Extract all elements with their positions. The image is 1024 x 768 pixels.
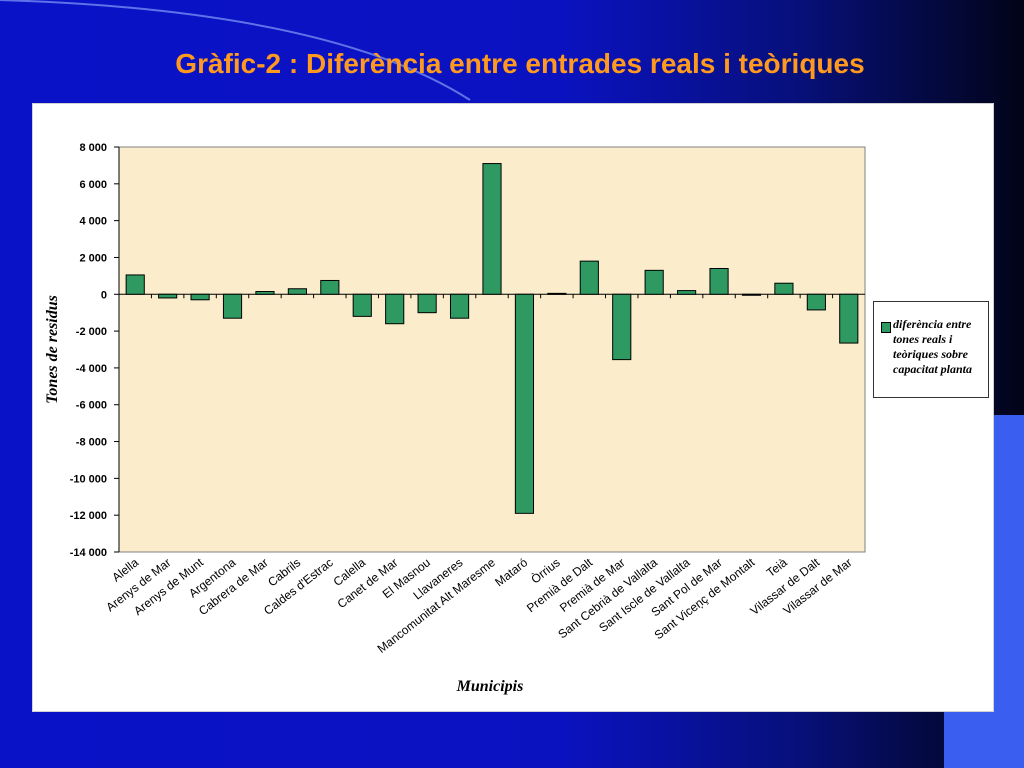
slide-title: Gràfic-2 : Diferència entre entrades rea… bbox=[175, 48, 865, 79]
x-tick-label: Mataró bbox=[492, 555, 530, 589]
bar bbox=[352, 293, 372, 317]
legend-label: diferència entre tones reals i teòriques… bbox=[893, 317, 972, 376]
bar bbox=[287, 288, 307, 295]
y-tick-label: 2 000 bbox=[79, 252, 107, 264]
bar bbox=[547, 292, 567, 295]
y-tick-label: 8 000 bbox=[79, 142, 107, 154]
bar bbox=[514, 293, 535, 514]
bar bbox=[385, 293, 405, 325]
x-axis-title: Municipis bbox=[456, 678, 524, 695]
y-tick-label: -14 000 bbox=[70, 547, 107, 559]
bar bbox=[709, 268, 729, 295]
bar bbox=[320, 279, 340, 295]
bar bbox=[417, 293, 437, 314]
y-axis-title: Tones de residus bbox=[44, 295, 61, 404]
y-tick-label: -10 000 bbox=[70, 473, 107, 485]
y-tick-label: -12 000 bbox=[70, 510, 107, 522]
bar bbox=[482, 163, 502, 295]
bar bbox=[579, 260, 599, 295]
bar bbox=[741, 293, 762, 296]
y-tick-label: 0 bbox=[101, 289, 107, 301]
bar bbox=[774, 282, 794, 295]
bar bbox=[125, 274, 145, 295]
chart-panel: 8 000 6 000 4 000 2 000 0 -2 000 -4 000 -6 000 -… bbox=[32, 103, 994, 712]
y-tick-label: -8 000 bbox=[76, 437, 107, 449]
y-tick-label: 4 000 bbox=[79, 216, 107, 228]
bar bbox=[644, 269, 664, 295]
y-tick-label: -2 000 bbox=[76, 326, 107, 338]
y-tick-label: -6 000 bbox=[76, 400, 107, 412]
bar bbox=[190, 293, 210, 301]
bar bbox=[612, 293, 632, 361]
bar bbox=[677, 290, 697, 295]
chart-legend: diferència entre tones reals i teòriques… bbox=[873, 301, 989, 398]
bar bbox=[158, 293, 178, 299]
bar-chart: 8 000 6 000 4 000 2 000 0 -2 000 -4 000 -6 000 -… bbox=[44, 142, 866, 695]
bar bbox=[222, 293, 243, 319]
bar bbox=[449, 293, 470, 319]
y-tick-label: 6 000 bbox=[79, 179, 107, 191]
bar bbox=[255, 291, 275, 295]
legend-swatch bbox=[881, 322, 891, 333]
y-tick-label: -4 000 bbox=[76, 363, 107, 375]
bar bbox=[839, 293, 859, 344]
bar bbox=[806, 293, 826, 311]
